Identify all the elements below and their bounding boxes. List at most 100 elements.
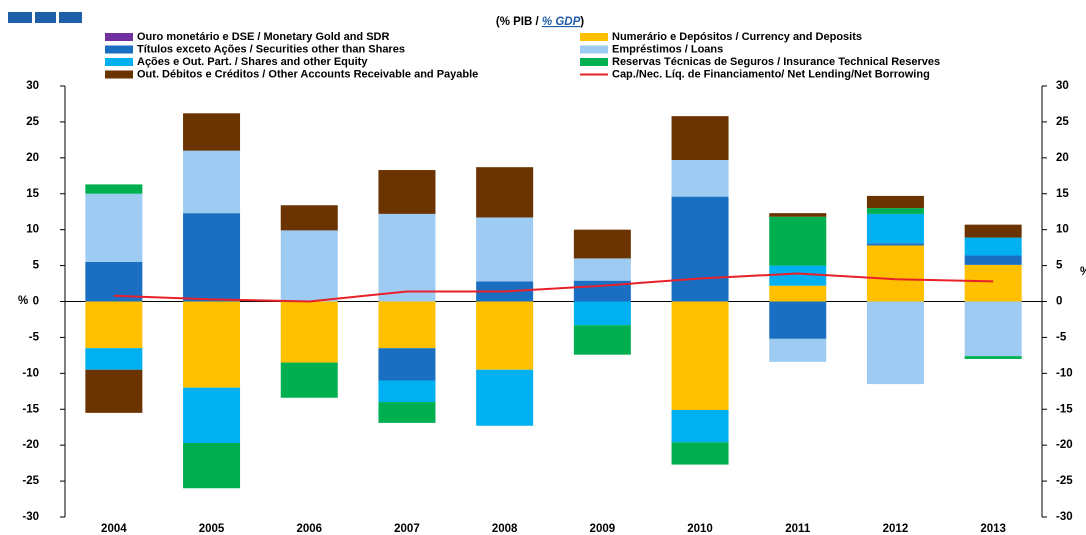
bar-segment: [183, 150, 241, 214]
bar-segment: [866, 195, 924, 209]
bar-segment: [85, 193, 143, 262]
bar-segment: [671, 196, 729, 302]
y2-axis-label: %: [1080, 266, 1086, 278]
bar-segment: [964, 237, 1022, 256]
x-tick-label: 2012: [883, 523, 909, 535]
legend: Ouro monetário e DSE / Monetary Gold and…: [105, 31, 940, 80]
legend-swatch: [580, 58, 608, 66]
bar-segment: [476, 369, 534, 426]
legend-swatch: [580, 33, 608, 41]
legend-swatch: [105, 45, 133, 54]
y-axis-label: %: [18, 295, 28, 307]
y-tick-label: -5: [29, 331, 40, 343]
bar-segment: [183, 387, 241, 444]
bar-segment: [964, 224, 1022, 238]
x-tick-label: 2008: [492, 523, 518, 535]
legend-label: Out. Débitos e Créditos / Other Accounts…: [137, 68, 478, 80]
legend-label: Reservas Técnicas de Seguros / Insurance…: [612, 56, 940, 68]
y2-tick-label: 5: [1056, 260, 1063, 272]
x-tick-label: 2011: [785, 523, 811, 535]
bar-segment: [280, 362, 338, 398]
bar-segment: [769, 338, 827, 362]
legend-swatch: [580, 45, 608, 54]
bar-segment: [85, 369, 143, 413]
bar-segment: [378, 402, 436, 423]
bar-segment: [866, 301, 924, 385]
bar-segment: [85, 348, 143, 370]
y-tick-label: 0: [33, 296, 39, 308]
legend-swatch: [105, 58, 133, 66]
bar-segment: [378, 380, 436, 403]
bar-segment: [866, 208, 924, 214]
bar-segment: [573, 301, 631, 326]
logo-block: [35, 12, 56, 23]
y2-tick-label: -5: [1056, 331, 1067, 343]
bar-segment: [85, 261, 143, 302]
bar-segment: [671, 301, 729, 410]
y2-tick-label: 10: [1056, 224, 1069, 236]
bar-segment: [183, 113, 241, 151]
bar-segment: [866, 213, 924, 244]
bar-segment: [671, 159, 729, 197]
bar-segment: [573, 258, 631, 281]
y-tick-label: 30: [26, 80, 39, 92]
bar-segment: [769, 216, 827, 266]
x-tick-label: 2004: [101, 523, 127, 535]
bar-segment: [476, 217, 534, 282]
bar-segment: [85, 301, 143, 349]
y2-tick-label: -20: [1056, 439, 1073, 451]
bar-segment: [573, 325, 631, 355]
line-series: [113, 272, 994, 303]
bar-segment: [964, 255, 1022, 265]
y-tick-label: 10: [26, 224, 39, 236]
bar-segment: [671, 116, 729, 160]
legend-swatch: [105, 70, 133, 79]
bar-segment: [866, 243, 924, 246]
bar-segment: [769, 285, 827, 302]
y-tick-label: -30: [22, 511, 39, 523]
legend-label: Cap./Nec. Líq. de Financiamento/ Net Len…: [612, 68, 930, 80]
x-tick-label: 2009: [590, 523, 616, 535]
bar-segment: [769, 265, 827, 286]
x-tick-label: 2010: [687, 523, 713, 535]
y2-tick-label: -25: [1056, 475, 1073, 487]
y-tick-label: -20: [22, 439, 39, 451]
bar-segment: [671, 409, 729, 443]
bar-segment: [769, 301, 827, 339]
chart-subtitle: (% PIB / % GDP): [496, 16, 584, 28]
bar-segment: [183, 213, 241, 302]
bar-segment: [85, 184, 143, 194]
bar-segment: [280, 301, 338, 363]
bar-segment: [280, 230, 338, 302]
y2-tick-label: 0: [1056, 296, 1062, 308]
y2-tick-label: -15: [1056, 403, 1073, 415]
bar-segment: [280, 205, 338, 231]
bar-segment: [378, 170, 436, 214]
y2-tick-label: -30: [1056, 511, 1073, 523]
y-tick-label: 5: [33, 260, 40, 272]
bar-segment: [378, 301, 436, 349]
legend-label: Numerário e Depósitos / Currency and Dep…: [612, 31, 862, 43]
y-tick-label: -10: [22, 367, 39, 379]
bar-segment: [964, 301, 1022, 357]
bar-segment: [476, 167, 534, 218]
logo-block: [8, 12, 32, 23]
bar-segment: [476, 301, 534, 370]
legend-swatch: [105, 33, 133, 41]
legend-label: Empréstimos / Loans: [612, 43, 723, 55]
y2-tick-label: 15: [1056, 188, 1069, 200]
x-tick-label: 2005: [199, 523, 225, 535]
y-tick-label: 25: [26, 116, 39, 128]
x-tick-label: 2007: [394, 523, 420, 535]
bar-segment: [183, 443, 241, 489]
y2-tick-label: 25: [1056, 116, 1069, 128]
bar-segment: [183, 301, 241, 388]
y2-tick-label: 30: [1056, 80, 1069, 92]
bar-segment: [378, 348, 436, 381]
legend-label: Ouro monetário e DSE / Monetary Gold and…: [137, 31, 389, 43]
bar-segment: [964, 356, 1022, 359]
x-tick-label: 2006: [296, 523, 322, 535]
y-tick-label: -15: [22, 403, 39, 415]
y2-tick-label: 20: [1056, 152, 1069, 164]
